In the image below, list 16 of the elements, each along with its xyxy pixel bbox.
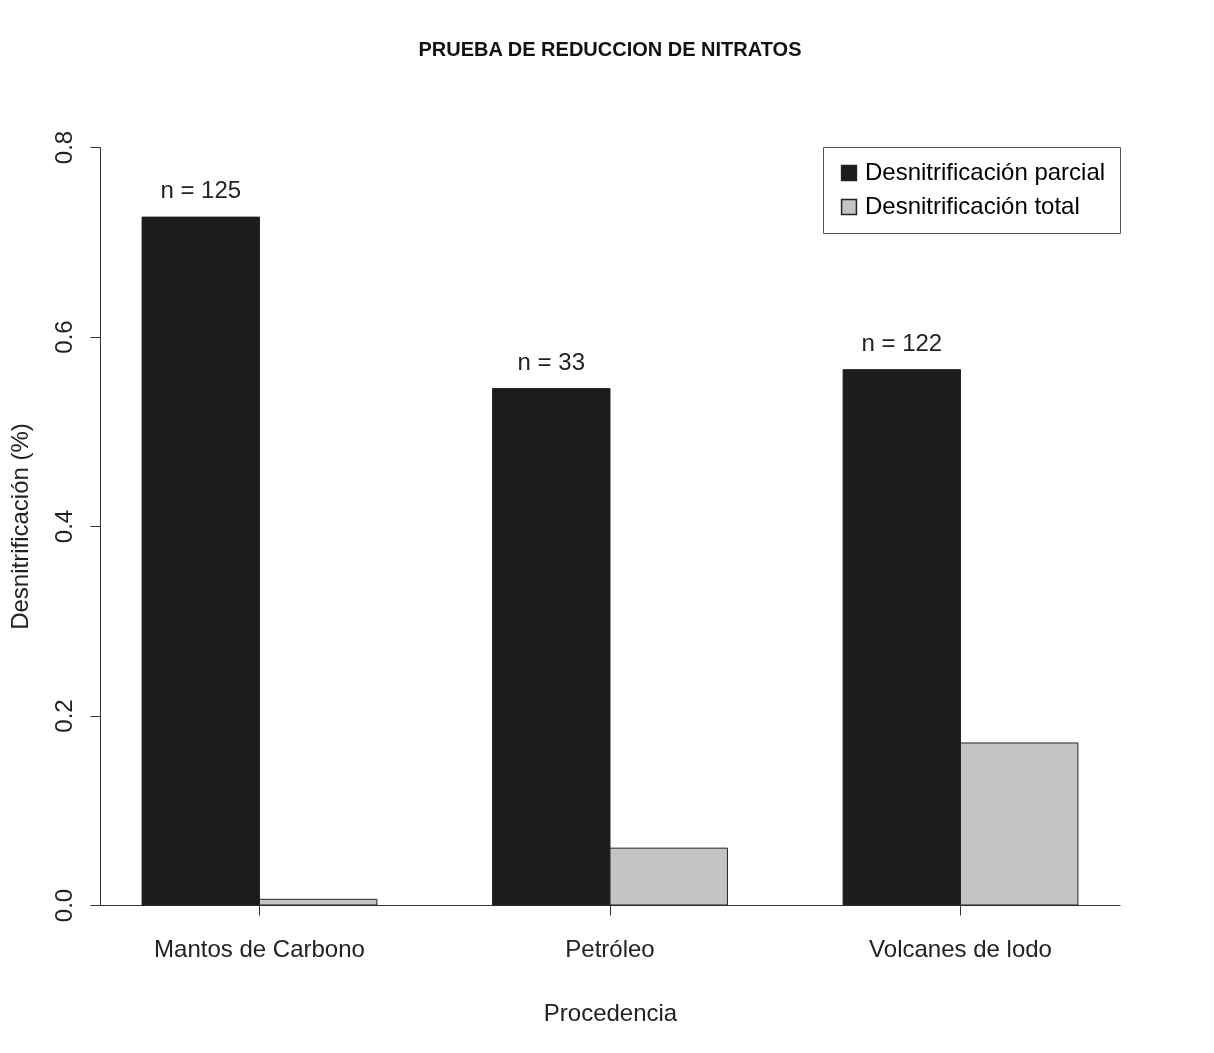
chart-title: PRUEBA DE REDUCCION DE NITRATOS (418, 38, 802, 61)
y-tick-label: 0.4 (49, 509, 77, 544)
annotation: n = 33 (517, 347, 585, 375)
annotation: n = 125 (160, 176, 242, 204)
legend-label: Desnitrificación total (865, 192, 1080, 219)
y-tick-label: 0.8 (49, 130, 77, 165)
x-tick-label: Volcanes de lodo (869, 934, 1052, 962)
y-tick-label: 0.6 (49, 320, 77, 354)
x-tick-label: Petróleo (565, 934, 655, 962)
y-tick-label: 0.0 (49, 888, 77, 923)
x-axis-title: Procedencia (543, 998, 678, 1026)
y-tick-label: 0.2 (49, 699, 77, 733)
x-tick-label: Mantos de Carbono (154, 934, 365, 962)
y-axis-title: Desnitrificación (%) (5, 423, 33, 630)
legend-label: Desnitrificación parcial (865, 158, 1106, 185)
annotation: n = 122 (861, 328, 943, 356)
